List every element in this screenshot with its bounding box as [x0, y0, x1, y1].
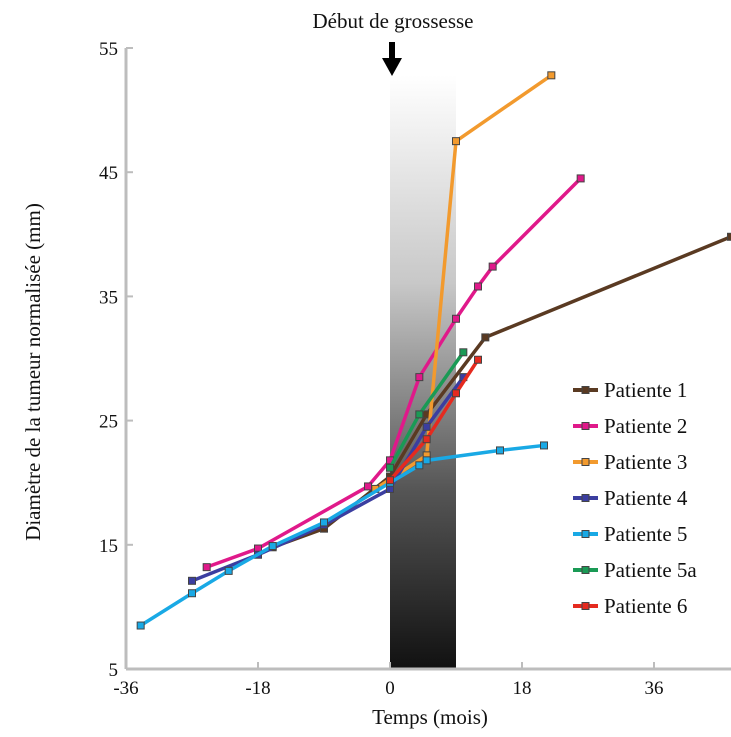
legend-marker [581, 530, 590, 538]
legend-item: Patiente 6 [573, 594, 687, 618]
data-point [474, 282, 482, 291]
data-point [415, 410, 424, 419]
y-axis-title: Diamètre de la tumeur normalisée (mm) [21, 203, 45, 541]
data-point [415, 461, 424, 470]
data-point [364, 482, 372, 491]
data-point [727, 232, 731, 241]
legend-label: Patiente 1 [604, 378, 687, 402]
x-tick-label: -18 [245, 678, 270, 699]
data-point [422, 422, 431, 431]
legend-marker [581, 494, 590, 502]
data-point [540, 441, 548, 450]
series-line [388, 357, 480, 482]
x-axis-title: Temps (mois) [372, 705, 488, 729]
x-tick-label: 36 [645, 678, 664, 699]
data-point [488, 262, 497, 271]
legend-label: Patiente 6 [604, 594, 687, 618]
series-patiente-6 [386, 355, 482, 485]
data-point [547, 71, 556, 80]
data-point [576, 174, 585, 183]
legend-label: Patiente 5 [604, 522, 687, 546]
x-axis: -36 -18 0 18 36 [113, 662, 731, 699]
series-line [270, 235, 731, 550]
data-point [136, 621, 145, 630]
legend-item: Patiente 2 [573, 414, 687, 438]
data-point [496, 446, 504, 455]
data-point [188, 589, 196, 598]
series-line [138, 443, 546, 628]
legend-marker [581, 602, 590, 610]
y-tick-label: 55 [99, 39, 118, 60]
series-patiente-2 [202, 174, 585, 572]
x-tick-label: 0 [385, 678, 395, 699]
series-patiente-5a [386, 348, 468, 472]
y-axis: 5 15 25 35 45 55 [99, 39, 133, 681]
data-point [224, 566, 233, 575]
y-tick-label: 25 [99, 412, 118, 433]
legend-marker [581, 566, 590, 574]
data-point [415, 373, 424, 382]
data-point [188, 576, 196, 585]
pregnancy-start-annotation: Début de grossesse [313, 9, 474, 33]
x-tick-label: -36 [113, 678, 138, 699]
legend-item: Patiente 5 [573, 522, 687, 546]
data-point [422, 456, 431, 465]
data-point [452, 314, 460, 323]
data-point [452, 137, 460, 146]
legend-item: Patiente 3 [573, 450, 687, 474]
legend-item: Patiente 1 [573, 378, 687, 402]
data-point [202, 563, 211, 572]
data-point [386, 476, 394, 485]
y-tick-label: 45 [99, 163, 118, 184]
legend-label: Patiente 4 [604, 486, 688, 510]
data-point [459, 348, 468, 357]
legend: Patiente 1 Patiente 2 Patiente 3 Patiente 4… [573, 378, 697, 618]
data-point [268, 542, 277, 551]
y-tick-label: 15 [99, 536, 118, 557]
x-tick-label: 18 [513, 678, 532, 699]
data-point [481, 333, 490, 342]
legend-marker [581, 386, 590, 394]
data-point [422, 435, 431, 444]
legend-label: Patiente 2 [604, 414, 687, 438]
legend-marker [581, 458, 590, 466]
data-point [452, 389, 460, 398]
y-tick-label: 35 [99, 287, 118, 308]
data-point [386, 463, 394, 472]
y-tick-label: 5 [109, 660, 119, 681]
legend-item: Patiente 5a [573, 558, 697, 582]
data-point [474, 355, 482, 364]
legend-marker [581, 422, 590, 430]
series-layer [136, 71, 731, 630]
legend-label: Patiente 3 [604, 450, 687, 474]
legend-item: Patiente 4 [573, 486, 688, 510]
down-arrow-icon [382, 42, 402, 76]
series-patiente-5 [136, 441, 548, 630]
legend-label: Patiente 5a [604, 558, 697, 582]
data-point [320, 518, 328, 527]
